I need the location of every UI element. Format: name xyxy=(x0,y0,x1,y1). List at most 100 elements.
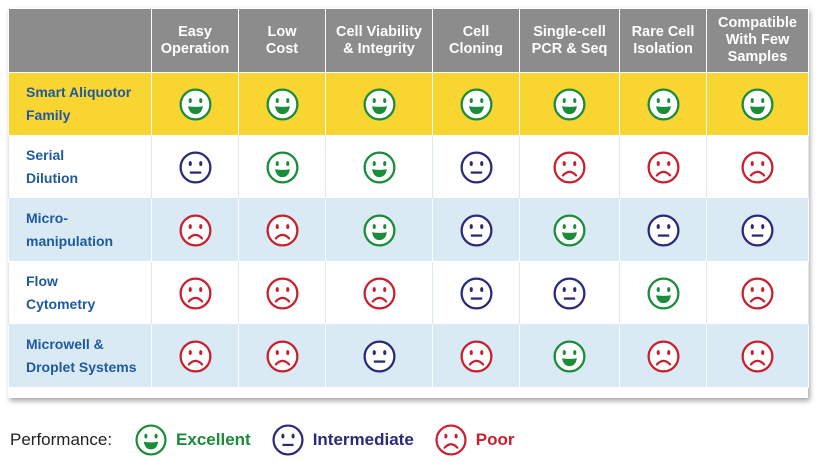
neutral-face-icon xyxy=(741,213,774,247)
rating-cell xyxy=(619,324,707,388)
legend: Performance: Excellent Intermediate Poor xyxy=(10,422,535,458)
sad-face-icon xyxy=(362,276,396,310)
happy-face-icon xyxy=(135,424,167,456)
happy-face-icon xyxy=(178,87,212,121)
rating-cell xyxy=(619,72,707,136)
sad-face-icon xyxy=(178,276,212,310)
rating-cell xyxy=(238,261,326,325)
rating-cell xyxy=(619,198,707,262)
row-label-line: Droplet Systems xyxy=(26,359,137,375)
rating-cell xyxy=(432,72,520,136)
row-label: Flow Cytometry xyxy=(8,261,152,325)
sad-face-icon xyxy=(178,213,212,247)
header-row: Easy Operation Low Cost Cell Viability & Inte… xyxy=(8,8,809,73)
happy-face-icon xyxy=(362,213,396,247)
row-label-line: Flow xyxy=(26,273,58,289)
sad-face-icon xyxy=(265,339,299,373)
neutral-face-icon xyxy=(459,150,493,184)
rating-cell xyxy=(151,324,239,388)
column-header-line: Rare Cell xyxy=(631,23,695,40)
column-header-line: Low xyxy=(267,23,297,40)
legend-item-poor: Poor xyxy=(434,423,515,457)
neutral-face-icon xyxy=(362,339,396,373)
column-header-line: Samples xyxy=(727,49,788,65)
column-header-line: With Few xyxy=(725,32,790,48)
rating-cell xyxy=(519,72,620,136)
column-header-line: Easy xyxy=(178,23,212,40)
happy-face-icon xyxy=(553,87,586,121)
column-header-line: Cell xyxy=(462,23,490,40)
rating-cell xyxy=(619,135,707,199)
happy-face-icon xyxy=(553,339,586,373)
sad-face-icon xyxy=(646,339,680,373)
table-body: Smart Aliquotor Family Serial Dilution Micro… xyxy=(8,72,809,388)
neutral-face-icon xyxy=(459,213,493,247)
column-header-line: PCR & Seq xyxy=(531,40,608,57)
happy-face-icon xyxy=(553,213,586,247)
column-header-line: Cloning xyxy=(449,40,503,57)
rating-cell xyxy=(325,135,433,199)
column-header: Cell Viability & Integrity xyxy=(325,8,433,73)
rating-cell xyxy=(432,135,520,199)
rating-cell xyxy=(238,72,326,136)
column-header-line: Compatible xyxy=(718,15,797,31)
legend-title: Performance: xyxy=(10,430,113,449)
happy-face-icon xyxy=(646,87,680,121)
rating-cell xyxy=(151,261,239,325)
rating-cell xyxy=(151,72,239,136)
column-header: Low Cost xyxy=(238,8,326,73)
sad-face-icon xyxy=(265,276,299,310)
row-label: Micro-manipulation xyxy=(8,198,152,262)
table-row: Microwell & Droplet Systems xyxy=(8,324,809,388)
rating-cell xyxy=(151,135,239,199)
happy-face-icon xyxy=(646,276,680,310)
neutral-face-icon xyxy=(178,150,212,184)
rating-cell xyxy=(706,261,809,325)
column-header-line: Isolation xyxy=(633,40,693,57)
happy-face-icon xyxy=(265,87,299,121)
column-header: Rare Cell Isolation xyxy=(619,8,707,73)
column-header: Single-cell PCR & Seq xyxy=(519,8,620,73)
rating-cell xyxy=(325,198,433,262)
table-row: Serial Dilution xyxy=(8,135,809,199)
legend-label: Intermediate xyxy=(312,430,414,449)
rating-cell xyxy=(706,324,809,388)
rating-cell xyxy=(325,72,433,136)
row-label-line: Microwell & xyxy=(26,336,104,352)
corner-header xyxy=(8,8,152,73)
rating-cell xyxy=(706,72,809,136)
happy-face-icon xyxy=(459,87,493,121)
rating-cell xyxy=(519,198,620,262)
sad-face-icon xyxy=(741,276,774,310)
rating-cell xyxy=(238,135,326,199)
happy-face-icon xyxy=(362,150,396,184)
rating-cell xyxy=(706,198,809,262)
neutral-face-icon xyxy=(646,213,680,247)
rating-cell xyxy=(519,324,620,388)
table-row: Flow Cytometry xyxy=(8,261,809,325)
row-label-line: Serial xyxy=(26,147,65,163)
rating-cell xyxy=(325,324,433,388)
table-row: Smart Aliquotor Family xyxy=(8,72,809,136)
rating-cell xyxy=(238,198,326,262)
row-label-line: Micro- xyxy=(26,210,68,226)
rating-cell xyxy=(619,261,707,325)
sad-face-icon xyxy=(646,150,680,184)
row-label-line: manipulation xyxy=(26,233,114,249)
row-label-line: Dilution xyxy=(26,170,79,186)
row-label-line: Family xyxy=(26,107,71,123)
rating-cell xyxy=(151,198,239,262)
column-header-line: Operation xyxy=(160,40,230,57)
row-label: Microwell & Droplet Systems xyxy=(8,324,152,388)
rating-cell xyxy=(706,135,809,199)
sad-face-icon xyxy=(741,339,774,373)
legend-item-excellent: Excellent xyxy=(134,423,251,457)
legend-label: Poor xyxy=(475,430,515,449)
sad-face-icon xyxy=(178,339,212,373)
column-header: Cell Cloning xyxy=(432,8,520,73)
column-header-line: Single-cell xyxy=(533,23,606,40)
row-label: Smart Aliquotor Family xyxy=(8,72,152,136)
sad-face-icon xyxy=(265,213,299,247)
rating-cell xyxy=(519,135,620,199)
rating-cell xyxy=(432,261,520,325)
